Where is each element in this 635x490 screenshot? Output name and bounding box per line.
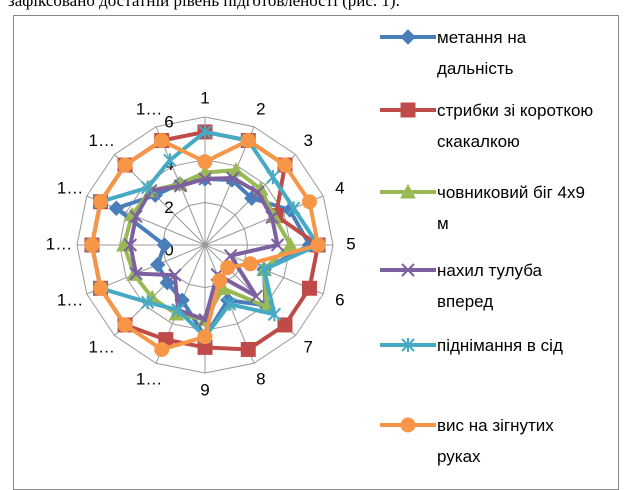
marker	[140, 295, 155, 310]
marker	[222, 297, 237, 312]
marker	[129, 266, 143, 281]
category-label: 1…	[57, 290, 83, 309]
category-label: 4	[335, 179, 344, 198]
category-label: 9	[200, 380, 209, 399]
marker	[156, 237, 173, 253]
category-label: 1…	[46, 234, 72, 253]
legend-label: човниковий біг 4x9 м	[437, 183, 585, 233]
marker	[171, 303, 185, 318]
marker	[244, 190, 260, 206]
marker	[286, 201, 301, 216]
legend-label: вис на зігнутих руках	[437, 416, 554, 466]
marker	[117, 157, 133, 173]
category-label: 2	[256, 100, 265, 119]
category-label: 1…	[57, 179, 83, 198]
category-label: 5	[346, 234, 355, 253]
marker	[265, 210, 279, 224]
marker	[154, 133, 170, 149]
marker	[198, 172, 212, 186]
marker	[163, 153, 177, 168]
marker	[93, 194, 109, 210]
r-tick-label: 0	[164, 240, 173, 259]
series	[84, 133, 326, 357]
category-label: 1…	[136, 369, 162, 388]
marker	[198, 124, 212, 139]
marker	[123, 238, 138, 252]
category-label: 1…	[89, 338, 115, 357]
marker	[249, 289, 263, 303]
legend-label: нахил тулуба вперед	[437, 261, 542, 311]
category-label: 7	[304, 338, 313, 357]
marker	[251, 185, 265, 199]
marker	[400, 417, 416, 433]
marker	[266, 170, 280, 185]
caption: зафіксовано достатній рівень підготовлен…	[8, 0, 400, 10]
marker	[400, 183, 416, 199]
marker	[400, 102, 416, 118]
marker	[301, 280, 317, 296]
marker	[401, 263, 415, 277]
marker	[197, 154, 213, 170]
marker	[140, 180, 155, 195]
marker	[400, 29, 416, 45]
legend-label: метання на дальність	[437, 28, 527, 78]
marker	[173, 179, 188, 193]
legend-label: стрибки зі короткою скакалкою	[437, 101, 594, 151]
category-label: 3	[304, 131, 313, 150]
marker	[84, 237, 100, 253]
marker	[117, 317, 133, 333]
marker	[154, 341, 170, 357]
marker	[240, 341, 256, 357]
r-tick-label: 2	[164, 198, 173, 217]
marker	[401, 338, 415, 352]
marker	[212, 272, 228, 288]
category-label: 1…	[89, 131, 115, 150]
marker	[149, 256, 166, 273]
category-label: 8	[256, 369, 265, 388]
marker	[197, 329, 213, 345]
marker	[267, 307, 282, 322]
r-tick-label: 6	[164, 112, 173, 131]
category-label: 6	[335, 290, 344, 309]
marker	[129, 209, 143, 224]
marker	[93, 280, 109, 296]
marker	[108, 200, 125, 216]
marker	[226, 171, 240, 185]
marker	[310, 237, 326, 253]
marker	[220, 260, 236, 276]
marker	[277, 317, 293, 333]
marker	[270, 238, 285, 252]
marker	[277, 157, 293, 173]
legend-label: піднімання в сід	[437, 336, 563, 355]
marker	[242, 256, 258, 272]
marker	[168, 268, 182, 282]
series	[123, 171, 285, 327]
marker	[240, 133, 256, 149]
marker	[301, 194, 317, 210]
marker	[257, 262, 271, 277]
category-label: 1	[200, 88, 209, 107]
marker	[223, 248, 238, 263]
category-label: 1…	[136, 100, 162, 119]
